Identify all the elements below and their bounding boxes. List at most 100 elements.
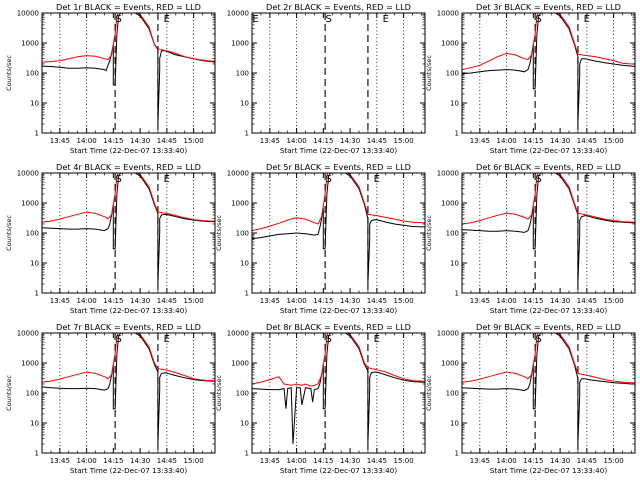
plot-frame	[41, 332, 216, 454]
y-tick-label: 1	[245, 450, 249, 458]
plot-frame	[251, 172, 426, 294]
y-tick-label: 1	[35, 290, 39, 298]
x-tick-label: 15:00	[394, 137, 414, 145]
x-tick-label: 14:45	[157, 297, 177, 305]
y-tick-label: 10000	[227, 330, 249, 338]
y-tick-label: 1000	[231, 360, 249, 368]
series-line-red	[252, 173, 425, 232]
x-tick-label: 14:30	[340, 297, 360, 305]
series-line-red	[462, 173, 635, 225]
time-marker-label: E	[584, 334, 590, 345]
y-tick-label: 10000	[17, 170, 39, 178]
x-tick-label: 14:45	[367, 137, 387, 145]
time-marker-label: S	[326, 14, 332, 25]
y-tick-label: 100	[236, 390, 249, 398]
detector-panel-8: Det 8r BLACK = Events, RED = LLD Counts/s…	[215, 322, 426, 475]
x-tick-label: 15:00	[394, 457, 414, 465]
time-marker-label: S	[326, 174, 332, 185]
series-line-red	[462, 333, 635, 384]
y-tick-label: 1	[455, 450, 459, 458]
series-line-black	[462, 13, 635, 125]
panel-title: Det 8r BLACK = Events, RED = LLD	[266, 322, 411, 332]
y-tick-label: 10	[240, 260, 249, 268]
series-line-black	[42, 173, 215, 285]
x-tick-label: 14:45	[577, 297, 597, 305]
x-tick-label: 14:45	[577, 457, 597, 465]
time-marker-label: E	[584, 174, 590, 185]
plot-frame	[251, 12, 426, 134]
x-tick-label: 14:30	[550, 297, 570, 305]
x-tick-label: 14:15	[313, 137, 333, 145]
plot-frame	[461, 172, 636, 294]
series-line-red	[42, 13, 215, 63]
x-tick-label: 15:00	[604, 137, 624, 145]
panel-title: Det 3r BLACK = Events, RED = LLD	[476, 2, 621, 12]
time-marker-label: E	[584, 14, 590, 25]
x-tick-label: 14:15	[523, 137, 543, 145]
plot-frame	[461, 332, 636, 454]
time-marker-label: E	[164, 174, 170, 185]
y-tick-label: 100	[236, 230, 249, 238]
series-line-red	[42, 173, 215, 223]
panel-title: Det 5r BLACK = Events, RED = LLD	[266, 162, 411, 172]
y-tick-label: 10	[450, 260, 459, 268]
y-tick-label: 10000	[227, 10, 249, 18]
series-line-black	[252, 333, 425, 445]
y-tick-label: 10	[30, 420, 39, 428]
x-tick-label: 14:45	[157, 137, 177, 145]
y-tick-label: 1000	[441, 200, 459, 208]
time-marker-label: S	[326, 334, 332, 345]
y-axis-label: Counts/sec	[5, 55, 13, 91]
y-tick-label: 10	[30, 260, 39, 268]
time-marker-label: S	[116, 174, 122, 185]
y-tick-label: 1	[245, 290, 249, 298]
y-tick-label: 10000	[17, 330, 39, 338]
time-marker-label: S	[116, 14, 122, 25]
x-tick-label: 14:00	[76, 297, 96, 305]
x-tick-label: 14:15	[103, 297, 123, 305]
y-tick-label: 10000	[437, 170, 459, 178]
y-tick-label: 1	[455, 290, 459, 298]
x-tick-label: 15:00	[394, 297, 414, 305]
y-tick-label: 10	[30, 100, 39, 108]
x-tick-label: 13:45	[470, 297, 490, 305]
y-axis-label: Counts/sec	[425, 215, 433, 251]
y-tick-label: 1000	[231, 200, 249, 208]
x-tick-label: 13:45	[260, 457, 280, 465]
time-marker-label: S	[536, 174, 542, 185]
series-line-red	[42, 333, 215, 383]
y-tick-label: 1	[35, 450, 39, 458]
y-tick-label: 1	[35, 130, 39, 138]
x-axis-label: Start Time (22-Dec-07 13:33:40)	[70, 146, 187, 155]
y-tick-label: 10000	[437, 330, 459, 338]
x-tick-label: 15:00	[184, 297, 204, 305]
y-axis-label: Counts/sec	[5, 375, 13, 411]
y-tick-label: 1000	[441, 360, 459, 368]
x-tick-label: 13:45	[470, 137, 490, 145]
y-tick-label: 100	[446, 390, 459, 398]
x-tick-label: 15:00	[184, 137, 204, 145]
x-tick-label: 14:15	[523, 457, 543, 465]
time-marker-label: E	[374, 174, 380, 185]
series-line-black	[42, 333, 215, 445]
y-tick-label: 100	[26, 230, 39, 238]
x-axis-label: Start Time (22-Dec-07 13:33:40)	[490, 306, 607, 315]
x-tick-label: 13:45	[260, 137, 280, 145]
time-marker-label: E	[374, 334, 380, 345]
x-tick-label: 14:30	[130, 457, 150, 465]
time-marker-label: S	[536, 14, 542, 25]
y-tick-label: 10	[450, 100, 459, 108]
y-axis-label: Counts/sec	[425, 55, 433, 91]
x-tick-label: 15:00	[604, 457, 624, 465]
y-tick-label: 100	[26, 390, 39, 398]
panel-title: Det 7r BLACK = Events, RED = LLD	[56, 322, 201, 332]
x-tick-label: 14:45	[367, 297, 387, 305]
plot-frame	[251, 332, 426, 454]
x-tick-label: 14:30	[340, 457, 360, 465]
y-tick-label: 100	[26, 70, 39, 78]
x-tick-label: 14:00	[286, 137, 306, 145]
plot-frame	[461, 12, 636, 134]
y-tick-label: 10	[240, 420, 249, 428]
series-line-red	[252, 333, 425, 387]
